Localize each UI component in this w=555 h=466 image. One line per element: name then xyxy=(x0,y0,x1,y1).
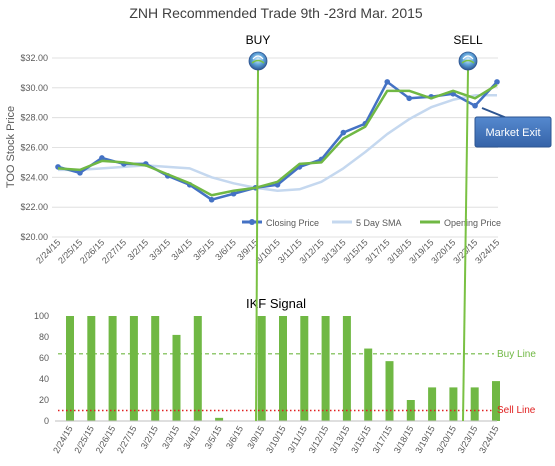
sell-line-label: Sell Line xyxy=(497,405,536,416)
upper-gridlines xyxy=(52,57,498,238)
upper-x-tick-label: 3/5/15 xyxy=(191,237,216,262)
upper-x-tick-label: 3/2/15 xyxy=(125,237,150,262)
upper-y-tick-labels: $20.00 $22.00 $24.00 $26.00 $28.00 $30.00 $32.… xyxy=(20,53,48,242)
market-exit-label: Market Exit xyxy=(485,127,540,139)
upper-y-tick-label: $22.00 xyxy=(20,202,48,212)
series-line-5-day-sma xyxy=(58,94,497,193)
upper-y-axis-label: TOO Stock Price xyxy=(5,106,17,188)
buy-line-label: Buy Line xyxy=(497,349,536,360)
ikf-signal-bar xyxy=(470,387,479,421)
upper-x-tick-label: 2/27/15 xyxy=(100,237,128,265)
upper-y-tick-label: $32.00 xyxy=(20,53,48,63)
ikf-signal-bar xyxy=(364,348,373,421)
closing-price-point xyxy=(472,102,478,109)
ikf-signal-bar xyxy=(66,316,74,421)
sell-label: SELL xyxy=(453,33,483,47)
legend-closing-label: Closing Price xyxy=(266,218,319,228)
upper-x-tick-labels: 2/24/152/25/152/26/152/27/153/2/153/3/15… xyxy=(34,237,501,265)
ikf-signal-bar xyxy=(279,316,287,421)
lower-x-tick-label: 3/3/15 xyxy=(160,424,181,451)
ikf-signal-bar xyxy=(428,387,437,421)
lower-y-tick-label: 0 xyxy=(44,416,49,426)
ikf-signal-bar xyxy=(385,361,394,421)
closing-price-point xyxy=(99,155,105,161)
lower-x-tick-labels: 2/24/152/25/152/26/152/27/15 3/2/15 3/3/15… xyxy=(51,424,501,455)
lower-y-tick-labels: 0 20 40 60 80 100 xyxy=(34,311,49,426)
lower-y-tick-label: 60 xyxy=(39,353,49,363)
closing-price-point xyxy=(208,196,215,203)
lower-x-tick-label: 3/2/15 xyxy=(139,424,160,451)
legend-closing-marker xyxy=(249,219,255,225)
market-exit-box xyxy=(474,116,552,148)
lower-x-tick-label: 2/27/15 xyxy=(115,424,139,455)
ikf-signal-title: IKF Signal xyxy=(246,296,306,311)
ikf-signal-bar xyxy=(87,316,96,421)
ikf-signal-bar xyxy=(492,381,500,421)
upper-y-tick-label: $20.00 xyxy=(20,232,48,242)
sell-signal-line xyxy=(462,69,469,422)
buy-signal-line xyxy=(255,69,259,422)
lower-x-tick-label: 3/11/15 xyxy=(286,424,309,454)
closing-price-point xyxy=(406,95,413,102)
lower-x-tick-label: 3/5/15 xyxy=(203,424,224,451)
series-line-opening-price xyxy=(57,83,498,197)
ikf-signal-bar xyxy=(129,316,138,421)
lower-x-tick-label: 3/6/15 xyxy=(224,424,245,451)
upper-y-tick-label: $26.00 xyxy=(20,143,48,153)
ikf-signal-bar xyxy=(321,316,330,421)
upper-y-tick-label: $30.00 xyxy=(20,83,48,93)
closing-price-point xyxy=(230,190,237,197)
reference-lines xyxy=(58,353,494,412)
ikf-signal-bar xyxy=(151,316,160,421)
lower-x-tick-label: 3/24/15 xyxy=(477,424,501,455)
lower-x-tick-label: 3/9/15 xyxy=(245,424,266,451)
legend: Closing Price 5 Day SMA Opening Price xyxy=(242,218,501,228)
lower-y-tick-label: 20 xyxy=(39,395,49,405)
ikf-signal-bar xyxy=(108,316,117,421)
upper-x-tick-label: 3/24/15 xyxy=(473,237,501,265)
closing-price-point xyxy=(384,79,391,85)
ikf-signal-bar xyxy=(215,417,224,421)
ikf-signal-bar xyxy=(300,316,309,421)
ikf-signal-bar xyxy=(193,316,202,421)
upper-x-tick-label: 3/4/15 xyxy=(169,237,194,262)
closing-price-point xyxy=(494,79,500,85)
upper-x-tick-label: 3/3/15 xyxy=(147,237,172,262)
lower-y-tick-label: 100 xyxy=(34,311,49,321)
ikf-signal-bar xyxy=(449,387,458,421)
lower-x-tick-label: 3/10/15 xyxy=(264,424,288,455)
upper-x-tick-label: 3/6/15 xyxy=(213,237,238,262)
closing-price-point xyxy=(340,129,347,136)
buy-pin-icon xyxy=(248,51,268,71)
closing-price-point xyxy=(77,170,83,176)
ikf-signal-bar xyxy=(172,334,181,421)
upper-y-tick-label: $28.00 xyxy=(20,113,48,123)
sell-pin-icon xyxy=(458,51,478,71)
legend-opening-label: Opening Price xyxy=(444,218,501,228)
buy-label: BUY xyxy=(246,33,271,47)
lower-x-tick-label: 3/4/15 xyxy=(181,424,202,451)
lower-y-tick-label: 80 xyxy=(39,332,49,342)
ikf-signal-bar xyxy=(342,316,351,421)
lower-y-tick-label: 40 xyxy=(39,374,49,384)
legend-sma-label: 5 Day SMA xyxy=(356,218,402,228)
chart-title: ZNH Recommended Trade 9th -23rd Mar. 201… xyxy=(129,5,423,21)
ikf-signal-bar xyxy=(257,316,266,421)
upper-series-lines xyxy=(55,79,500,203)
ikf-signal-bars xyxy=(66,316,500,421)
upper-y-tick-label: $24.00 xyxy=(20,172,48,182)
